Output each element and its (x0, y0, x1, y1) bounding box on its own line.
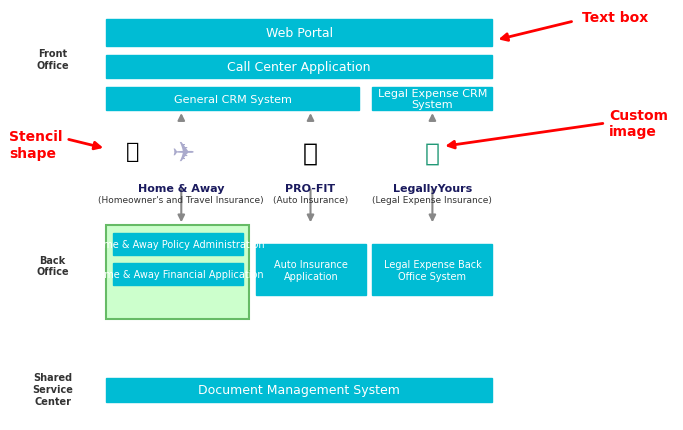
FancyBboxPatch shape (113, 233, 242, 255)
Text: Shared
Service
Center: Shared Service Center (32, 372, 73, 405)
Text: Back
Office: Back Office (36, 255, 69, 277)
Text: Front
Office: Front Office (36, 49, 69, 71)
FancyBboxPatch shape (106, 226, 249, 319)
FancyBboxPatch shape (372, 245, 492, 296)
Text: Custom
image: Custom image (609, 109, 668, 139)
Text: Legal Expense CRM
System: Legal Expense CRM System (378, 89, 487, 110)
Text: Auto Insurance
Application: Auto Insurance Application (274, 259, 348, 281)
FancyBboxPatch shape (256, 245, 366, 296)
FancyBboxPatch shape (106, 88, 359, 111)
Text: Stencil
shape: Stencil shape (10, 130, 63, 160)
Text: Home & Away Policy Administration: Home & Away Policy Administration (90, 240, 265, 249)
Text: Call Center Application: Call Center Application (227, 61, 371, 74)
Text: Legal Expense Back
Office System: Legal Expense Back Office System (384, 259, 482, 281)
FancyBboxPatch shape (106, 56, 492, 79)
FancyBboxPatch shape (106, 20, 492, 47)
Text: Web Portal: Web Portal (266, 27, 333, 40)
FancyBboxPatch shape (372, 88, 492, 111)
Text: PRO-FIT: PRO-FIT (285, 184, 335, 194)
Text: LegallyYours: LegallyYours (393, 184, 472, 194)
Text: General CRM System: General CRM System (173, 94, 292, 104)
FancyBboxPatch shape (106, 378, 492, 402)
FancyBboxPatch shape (113, 263, 242, 285)
Text: Home & Away Financial Application: Home & Away Financial Application (92, 269, 264, 279)
Text: 🚗: 🚗 (303, 141, 318, 166)
Text: ✈: ✈ (171, 139, 194, 167)
Text: (Auto Insurance): (Auto Insurance) (273, 196, 348, 205)
Text: Text box: Text box (583, 11, 649, 25)
Text: 🏛: 🏛 (425, 141, 440, 166)
Text: (Homeowner's and Travel Insurance): (Homeowner's and Travel Insurance) (98, 196, 264, 205)
Text: Home & Away: Home & Away (138, 184, 225, 194)
Text: Document Management System: Document Management System (198, 384, 400, 396)
Text: 🏠: 🏠 (126, 141, 139, 161)
Text: (Legal Expense Insurance): (Legal Expense Insurance) (372, 196, 492, 205)
